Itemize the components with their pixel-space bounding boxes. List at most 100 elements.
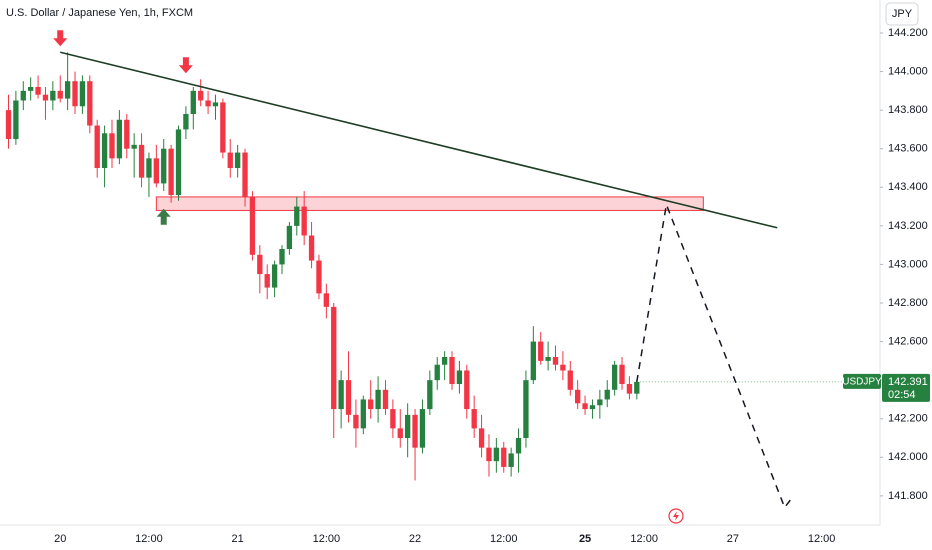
candle-body [604, 389, 610, 400]
x-tick-label: 12:00 [313, 533, 341, 545]
candle-body [153, 158, 159, 184]
candle-body [94, 125, 100, 168]
candle-body [597, 399, 603, 406]
candle-body [589, 405, 596, 410]
candle-body [279, 248, 285, 265]
candle-body [146, 158, 152, 178]
y-tick-label: 142.600 [888, 335, 928, 347]
candle-body [404, 414, 411, 439]
candle-body [190, 90, 196, 114]
candle-body [264, 274, 270, 288]
candle-body [441, 357, 448, 365]
candle-body [419, 409, 426, 448]
candle-body [368, 399, 374, 410]
candle-body [220, 102, 226, 153]
candle-body [634, 381, 640, 394]
candle-body [575, 389, 581, 404]
candle-body [464, 370, 470, 410]
candle-body [13, 100, 19, 140]
candle-body [286, 225, 293, 249]
currency-label[interactable]: JPY [892, 8, 913, 20]
candle-body [109, 133, 115, 159]
alert-icon[interactable] [668, 508, 684, 524]
candle-body [249, 196, 256, 255]
symbol-label: USDJPY [842, 377, 882, 388]
candle-body [397, 428, 403, 439]
candle-body [138, 144, 145, 178]
candle-body [308, 235, 315, 261]
arrow-marker [178, 57, 193, 74]
candle-body [212, 102, 219, 107]
resistance-zone [155, 196, 704, 211]
candle-body [530, 341, 536, 381]
candle-body [471, 409, 477, 429]
candle-body [5, 110, 12, 140]
candle-body [42, 94, 49, 101]
candle-body [294, 206, 300, 226]
x-tick-label: 12:00 [490, 533, 518, 545]
candle-body [234, 152, 241, 168]
x-tick-label: 12:00 [135, 533, 163, 545]
y-tick-label: 142.000 [888, 451, 928, 463]
candle-body [338, 380, 344, 410]
last-price-badge [882, 373, 930, 402]
x-tick-label: 27 [727, 533, 739, 545]
candle-body [427, 380, 433, 410]
x-tick-label: 12:00 [630, 533, 658, 545]
y-tick-label: 144.000 [888, 65, 928, 77]
candle-body [79, 81, 86, 107]
y-tick-label: 143.200 [888, 220, 928, 232]
candle-body [515, 438, 522, 454]
arrow-marker [156, 208, 171, 225]
candle-body [205, 100, 211, 107]
candle-body [242, 152, 248, 197]
candle-body [227, 152, 233, 168]
candle-body [301, 206, 307, 236]
candle-body [271, 264, 278, 288]
candle-body [493, 447, 500, 462]
candle-body [611, 364, 618, 390]
candle-body [72, 81, 78, 107]
candle-body [161, 148, 167, 184]
candle-body [434, 364, 440, 381]
candle-body [57, 90, 63, 99]
y-tick-label: 143.400 [888, 181, 928, 193]
candle-body [390, 409, 396, 429]
candle-body [360, 399, 366, 429]
candle-body [582, 403, 588, 410]
candle-body [375, 389, 381, 410]
candle-body [478, 428, 485, 448]
trend-line [60, 51, 778, 229]
y-tick-label: 141.800 [888, 490, 928, 502]
y-tick-label: 142.200 [888, 413, 928, 425]
candle-body [626, 384, 633, 394]
candle-body [567, 370, 573, 390]
candle-body [28, 86, 34, 91]
candle-body [353, 414, 359, 429]
candle-body [456, 370, 463, 385]
symbol-badge [843, 373, 881, 389]
candle-body [175, 129, 182, 195]
candle-body [257, 254, 263, 275]
chart-title: U.S. Dollar / Japanese Yen, 1h, FXCM [6, 7, 193, 19]
candle-body [87, 81, 93, 126]
x-tick-label: 20 [54, 533, 66, 545]
y-tick-label: 144.200 [888, 27, 928, 39]
last-price-label: 142.391 [888, 376, 928, 388]
candle-body [449, 357, 455, 385]
candle-body [64, 81, 71, 99]
candle-body [124, 119, 130, 149]
y-tick-label: 142.800 [888, 297, 928, 309]
candle-body [619, 364, 625, 385]
candle-body [168, 148, 174, 195]
candle-body [131, 144, 137, 149]
candle-body [486, 447, 492, 462]
x-tick-label: 21 [232, 533, 244, 545]
currency-button[interactable] [885, 2, 919, 26]
countdown-label: 02:54 [888, 389, 916, 401]
candle-body [345, 380, 352, 415]
candle-body [323, 293, 330, 307]
candle-body [50, 90, 56, 101]
